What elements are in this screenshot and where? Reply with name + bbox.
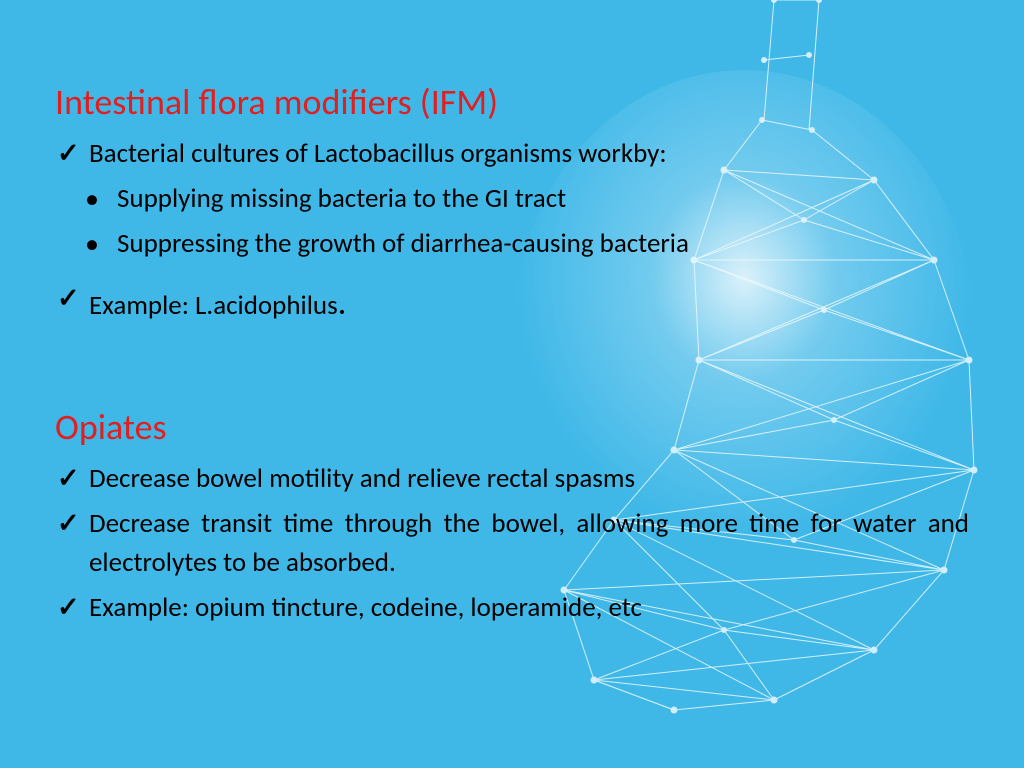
list-text: Example: L.acidophilus. [89, 279, 969, 328]
check-icon [55, 279, 89, 328]
check-icon [55, 134, 89, 173]
list-text: Decrease bowel motility and relieve rect… [89, 459, 969, 498]
section-gap [55, 335, 969, 405]
list-text: Bacterial cultures of Lactobacillus orga… [89, 134, 969, 173]
list-item: Supplying missing bacteria to the GI tra… [83, 179, 969, 218]
check-icon [55, 504, 89, 582]
list-item: Bacterial cultures of Lactobacillus orga… [55, 134, 969, 173]
list-text: Example: opium tincture, codeine, lopera… [89, 588, 969, 627]
example-text: Example: L.acidophilus [89, 289, 338, 322]
check-icon [55, 588, 89, 627]
period: . [338, 283, 347, 324]
slide-content: Intestinal flora modifiers (IFM) Bacteri… [55, 80, 969, 627]
list-item: Decrease bowel motility and relieve rect… [55, 459, 969, 498]
list-item: Suppressing the growth of diarrhea-causi… [83, 224, 969, 263]
list-text: Suppressing the growth of diarrhea-causi… [117, 224, 969, 263]
bullet-icon [83, 179, 117, 218]
section-heading-ifm: Intestinal flora modifiers (IFM) [55, 80, 969, 124]
bullet-icon [83, 224, 117, 263]
slide: Intestinal flora modifiers (IFM) Bacteri… [0, 0, 1024, 768]
list-item: Example: opium tincture, codeine, lopera… [55, 588, 969, 627]
list-item: Decrease transit time through the bowel,… [55, 504, 969, 582]
list-item: Example: L.acidophilus. [55, 279, 969, 328]
list-text: Supplying missing bacteria to the GI tra… [117, 179, 969, 218]
section-heading-opiates: Opiates [55, 405, 969, 449]
list-text: Decrease transit time through the bowel,… [89, 504, 969, 582]
check-icon [55, 459, 89, 498]
